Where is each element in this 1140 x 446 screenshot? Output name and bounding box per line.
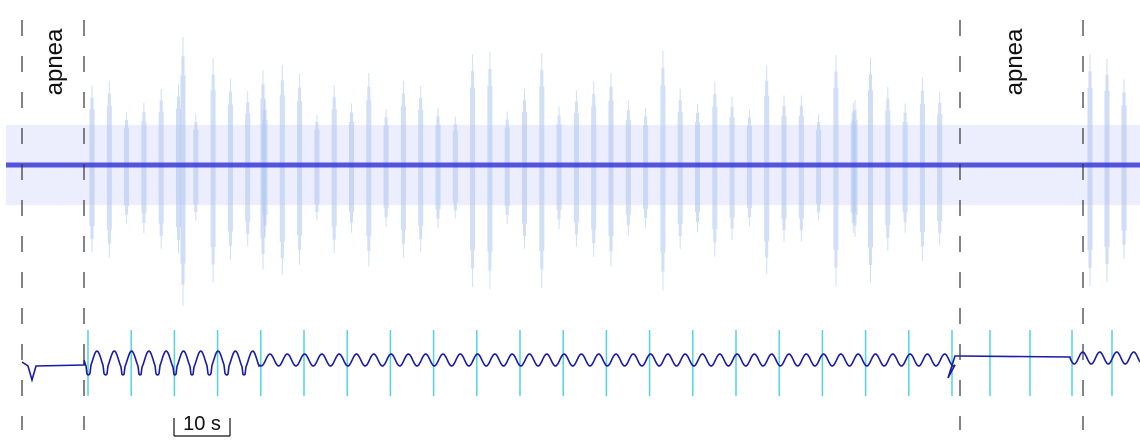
breath-markers [87,330,1113,396]
apnea-label: apnea [41,28,68,95]
apnea-label: apnea [1001,28,1028,95]
respiration-trace [21,350,1140,383]
scale-bar [173,418,231,437]
audio-bursts [6,37,1140,306]
scale-bar-label: 10 s [183,413,221,435]
